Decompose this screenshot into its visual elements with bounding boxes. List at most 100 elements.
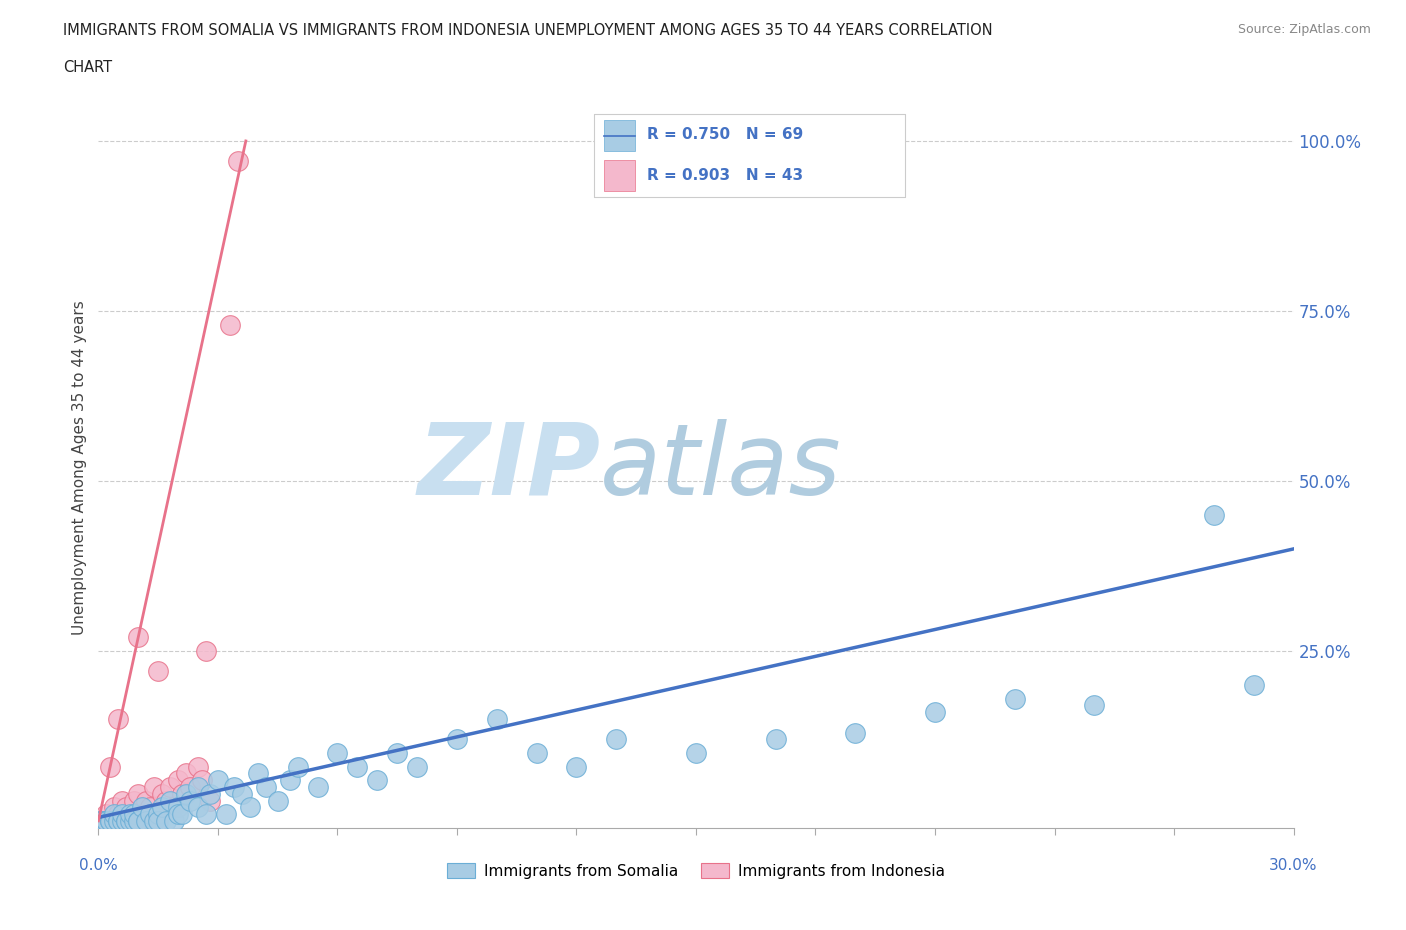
- Point: [150, 786, 173, 801]
- Point: [127, 630, 149, 644]
- Point: [198, 793, 221, 808]
- Text: IMMIGRANTS FROM SOMALIA VS IMMIGRANTS FROM INDONESIA UNEMPLOYMENT AMONG AGES 35 : IMMIGRANTS FROM SOMALIA VS IMMIGRANTS FR…: [63, 23, 993, 38]
- Point: [124, 814, 146, 829]
- Point: [148, 814, 170, 829]
- Point: [167, 806, 190, 821]
- Point: [191, 773, 214, 788]
- Point: [139, 806, 162, 821]
- Point: [231, 786, 253, 801]
- Point: [87, 814, 110, 829]
- Point: [115, 814, 138, 829]
- Text: Source: ZipAtlas.com: Source: ZipAtlas.com: [1237, 23, 1371, 36]
- Point: [187, 800, 209, 815]
- Point: [91, 814, 114, 829]
- Point: [91, 814, 114, 829]
- Point: [98, 814, 122, 829]
- Point: [385, 746, 409, 761]
- Point: [96, 814, 118, 829]
- Point: [187, 779, 209, 794]
- Point: [278, 773, 301, 788]
- Point: [366, 773, 388, 788]
- Point: [605, 732, 627, 747]
- Point: [198, 786, 221, 801]
- Point: [155, 793, 177, 808]
- Point: [239, 800, 262, 815]
- Point: [207, 773, 229, 788]
- Point: [924, 705, 946, 720]
- Point: [131, 806, 153, 821]
- Point: [91, 814, 114, 829]
- Point: [163, 800, 186, 815]
- Point: [219, 317, 242, 332]
- Point: [685, 746, 707, 761]
- Point: [96, 814, 118, 829]
- Point: [131, 800, 153, 815]
- Point: [222, 779, 245, 794]
- Point: [115, 814, 138, 829]
- Point: [287, 759, 309, 774]
- Point: [103, 800, 125, 815]
- Point: [98, 814, 122, 829]
- Point: [406, 759, 429, 774]
- Point: [174, 786, 197, 801]
- Text: 30.0%: 30.0%: [1270, 857, 1317, 872]
- Point: [87, 814, 110, 829]
- Point: [107, 711, 129, 726]
- Point: [111, 814, 134, 829]
- Point: [107, 814, 129, 829]
- Text: 0.0%: 0.0%: [79, 857, 118, 872]
- Point: [98, 814, 122, 829]
- Point: [346, 759, 368, 774]
- Point: [187, 759, 209, 774]
- Point: [174, 766, 197, 781]
- Point: [115, 800, 138, 815]
- Point: [98, 759, 122, 774]
- Point: [103, 806, 125, 821]
- Point: [179, 793, 201, 808]
- Point: [87, 814, 110, 829]
- Point: [226, 153, 249, 168]
- Point: [167, 773, 190, 788]
- Point: [307, 779, 329, 794]
- Point: [172, 786, 194, 801]
- Point: [143, 779, 166, 794]
- Point: [446, 732, 468, 747]
- Text: CHART: CHART: [63, 60, 112, 75]
- Point: [150, 800, 173, 815]
- Point: [172, 806, 194, 821]
- Point: [96, 814, 118, 829]
- Point: [127, 814, 149, 829]
- Point: [107, 814, 129, 829]
- Point: [254, 779, 277, 794]
- Point: [135, 793, 157, 808]
- Point: [167, 800, 190, 815]
- Point: [163, 814, 186, 829]
- Point: [148, 806, 170, 821]
- Point: [124, 806, 146, 821]
- Point: [1004, 691, 1026, 706]
- Y-axis label: Unemployment Among Ages 35 to 44 years: Unemployment Among Ages 35 to 44 years: [72, 300, 87, 634]
- Point: [103, 814, 125, 829]
- Point: [107, 806, 129, 821]
- Point: [195, 806, 218, 821]
- Point: [124, 793, 146, 808]
- Point: [120, 806, 142, 821]
- Point: [179, 779, 201, 794]
- Point: [103, 814, 125, 829]
- Point: [111, 793, 134, 808]
- Point: [120, 814, 142, 829]
- Point: [765, 732, 787, 747]
- Point: [326, 746, 349, 761]
- Point: [155, 814, 177, 829]
- Point: [91, 814, 114, 829]
- Point: [127, 814, 149, 829]
- Point: [485, 711, 508, 726]
- Point: [127, 786, 149, 801]
- Point: [115, 814, 138, 829]
- Point: [148, 664, 170, 679]
- Point: [267, 793, 290, 808]
- Point: [139, 800, 162, 815]
- Text: ZIP: ZIP: [418, 418, 600, 516]
- Point: [111, 814, 134, 829]
- Point: [107, 814, 129, 829]
